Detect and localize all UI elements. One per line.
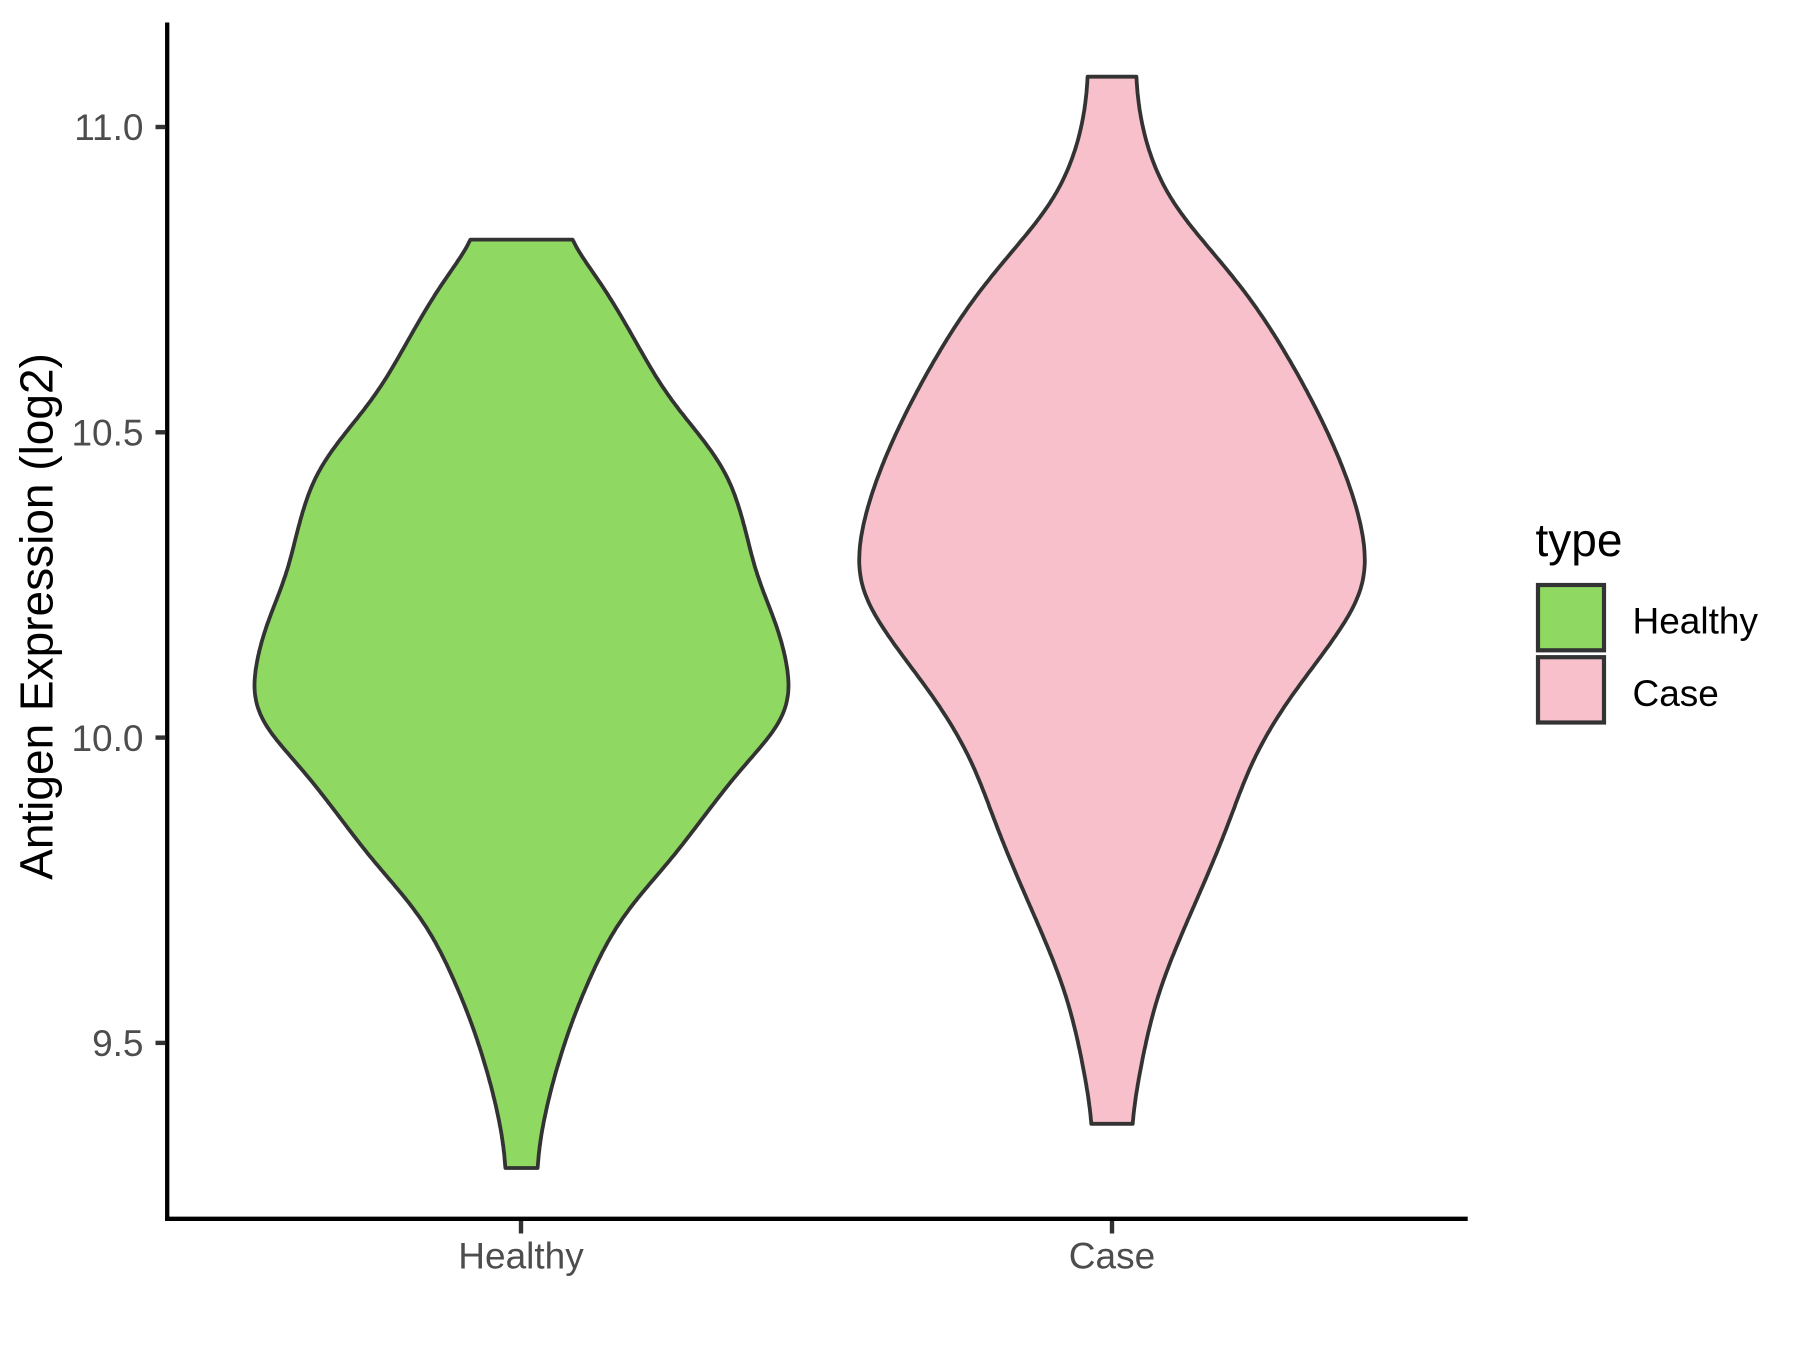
- svg-text:11.0: 11.0: [74, 107, 143, 148]
- svg-text:9.5: 9.5: [92, 1023, 143, 1064]
- svg-text:Healthy: Healthy: [1633, 601, 1759, 642]
- svg-text:Case: Case: [1633, 673, 1719, 714]
- svg-text:type: type: [1536, 514, 1623, 566]
- svg-text:Case: Case: [1069, 1235, 1155, 1276]
- svg-text:10.5: 10.5: [71, 413, 143, 454]
- svg-text:Healthy: Healthy: [458, 1235, 584, 1276]
- svg-text:10.0: 10.0: [71, 718, 143, 759]
- svg-text:Antigen Expression (log2): Antigen Expression (log2): [11, 353, 63, 880]
